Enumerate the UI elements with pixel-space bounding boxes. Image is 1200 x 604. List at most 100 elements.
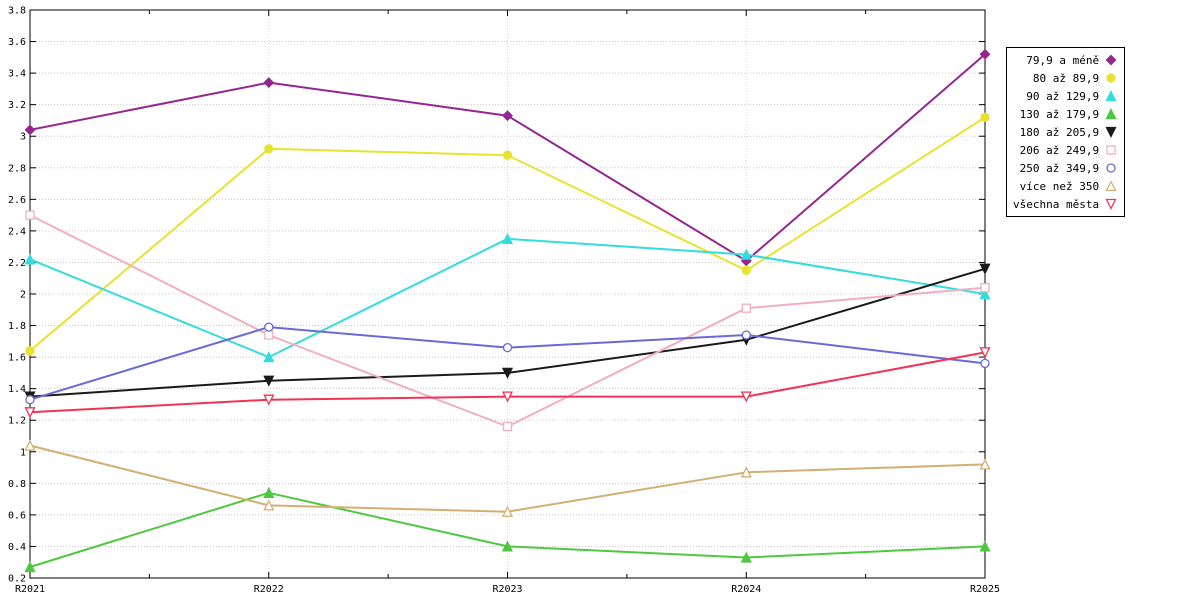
legend-item-label: více než 350	[1019, 179, 1100, 193]
y-axis-tick-label: 2.2	[8, 258, 26, 269]
legend-marker-icon	[1105, 90, 1117, 102]
triangle-up-marker-icon	[740, 551, 752, 563]
open-triangle-down-marker-icon	[1105, 198, 1117, 210]
open-triangle-up-marker-icon	[501, 505, 514, 517]
diamond-marker-icon	[24, 124, 36, 136]
legend-item: 206 až 249,9	[1013, 141, 1118, 159]
circle-marker-icon	[502, 150, 513, 160]
triangle-up-marker-icon	[979, 540, 991, 552]
open-circle-marker-icon	[502, 342, 513, 353]
legend-item: 250 až 349,9	[1013, 159, 1118, 177]
open-triangle-up-marker-icon	[740, 466, 752, 478]
triangle-down-marker-icon	[501, 367, 514, 379]
triangle-down-marker-icon	[979, 263, 991, 275]
triangle-down-marker-icon	[1105, 126, 1117, 138]
y-axis-tick-label: 1.2	[8, 416, 26, 427]
legend-marker-icon	[1106, 145, 1116, 155]
y-axis-tick-label: 3.6	[8, 37, 26, 48]
y-axis-tick-label: 2.8	[8, 163, 26, 174]
y-axis-tick-label: 2.4	[8, 226, 26, 237]
circle-marker-icon	[980, 112, 990, 122]
legend-item: 130 až 179,9	[1013, 105, 1118, 123]
open-triangle-up-marker-icon	[263, 499, 275, 511]
y-axis-tick-label: 3.2	[8, 100, 26, 111]
legend-item-label: 250 až 349,9	[1019, 161, 1100, 175]
open-square-marker-icon	[502, 421, 513, 432]
legend-item: 90 až 129,9	[1013, 87, 1118, 105]
open-triangle-down-marker-icon	[501, 391, 514, 403]
open-circle-marker-icon	[25, 395, 35, 405]
legend-marker-icon	[1106, 73, 1116, 83]
legend-item-label: 80 až 89,9	[1032, 71, 1100, 85]
circle-marker-icon	[25, 346, 35, 356]
triangle-up-marker-icon	[979, 288, 991, 300]
legend-item: více než 350	[1013, 177, 1118, 195]
y-axis-tick-label: 3.8	[8, 6, 26, 17]
triangle-up-marker-icon	[1105, 90, 1117, 102]
y-axis-tick-label: 1.4	[8, 384, 26, 395]
chart-legend: 79,9 a méně 80 až 89,9 90 až 129,9 130 až 1…	[1006, 47, 1126, 217]
legend-marker-icon	[1105, 126, 1117, 138]
y-axis-tick-label: 1	[20, 447, 26, 458]
legend-marker-icon	[1106, 163, 1116, 173]
open-square-marker-icon	[264, 330, 274, 340]
triangle-up-marker-icon	[263, 351, 275, 363]
open-triangle-down-marker-icon	[24, 407, 36, 419]
diamond-marker-icon	[263, 77, 275, 89]
triangle-up-marker-icon	[501, 232, 514, 244]
legend-item: všechna města	[1013, 195, 1118, 213]
y-axis-tick-label: 3	[20, 132, 26, 143]
triangle-down-marker-icon	[263, 375, 275, 387]
x-axis-tick-label: R2022	[254, 584, 284, 595]
open-triangle-down-marker-icon	[263, 394, 275, 406]
y-axis-tick-label: 0.8	[8, 479, 26, 490]
legend-item-label: 90 až 129,9	[1026, 89, 1100, 103]
triangle-up-marker-icon	[740, 248, 752, 260]
triangle-up-marker-icon	[501, 540, 514, 552]
open-triangle-up-marker-icon	[979, 458, 991, 470]
open-circle-marker-icon	[264, 322, 274, 332]
y-axis-tick-label: 1.6	[8, 353, 26, 364]
x-axis-tick-label: R2021	[15, 584, 45, 595]
y-axis-tick-label: 3.4	[8, 69, 26, 80]
open-square-marker-icon	[980, 283, 990, 293]
legend-item-label: 180 až 205,9	[1019, 125, 1100, 139]
diamond-marker-icon	[502, 110, 513, 122]
legend-item-label: všechna města	[1013, 197, 1100, 211]
legend-item: 80 až 89,9	[1013, 69, 1118, 87]
triangle-up-marker-icon	[24, 561, 36, 573]
y-axis-tick-label: 0.6	[8, 510, 26, 521]
circle-marker-icon	[264, 144, 274, 154]
diamond-marker-icon	[1105, 54, 1117, 66]
legend-item: 79,9 a méně	[1013, 51, 1118, 69]
open-square-marker-icon	[1106, 145, 1116, 155]
open-square-marker-icon	[25, 210, 35, 220]
open-triangle-down-marker-icon	[979, 347, 991, 359]
y-axis-tick-label: 0.4	[8, 542, 26, 553]
y-axis-tick-label: 2	[20, 290, 26, 301]
open-circle-marker-icon	[1106, 163, 1116, 173]
legend-marker-icon	[1105, 180, 1117, 192]
legend-item-label: 206 až 249,9	[1019, 143, 1100, 157]
legend-marker-icon	[1105, 54, 1117, 66]
open-triangle-up-marker-icon	[1105, 180, 1117, 192]
y-axis-tick-label: 0.2	[8, 574, 26, 585]
triangle-up-marker-icon	[24, 253, 36, 265]
open-triangle-down-marker-icon	[740, 391, 752, 403]
circle-marker-icon	[1106, 73, 1116, 83]
open-circle-marker-icon	[980, 358, 990, 369]
y-axis-tick-label: 1.8	[8, 321, 26, 332]
legend-item: 180 až 205,9	[1013, 123, 1118, 141]
legend-item-label: 130 až 179,9	[1019, 107, 1100, 121]
triangle-up-marker-icon	[263, 486, 275, 498]
legend-item-label: 79,9 a méně	[1026, 53, 1100, 67]
open-circle-marker-icon	[741, 330, 751, 340]
legend-marker-icon	[1105, 198, 1117, 210]
x-axis-tick-label: R2025	[970, 584, 1000, 595]
open-triangle-up-marker-icon	[24, 439, 36, 451]
open-square-marker-icon	[741, 303, 751, 313]
x-axis-tick-label: R2024	[731, 584, 761, 595]
y-axis-tick-label: 2.6	[8, 195, 26, 206]
